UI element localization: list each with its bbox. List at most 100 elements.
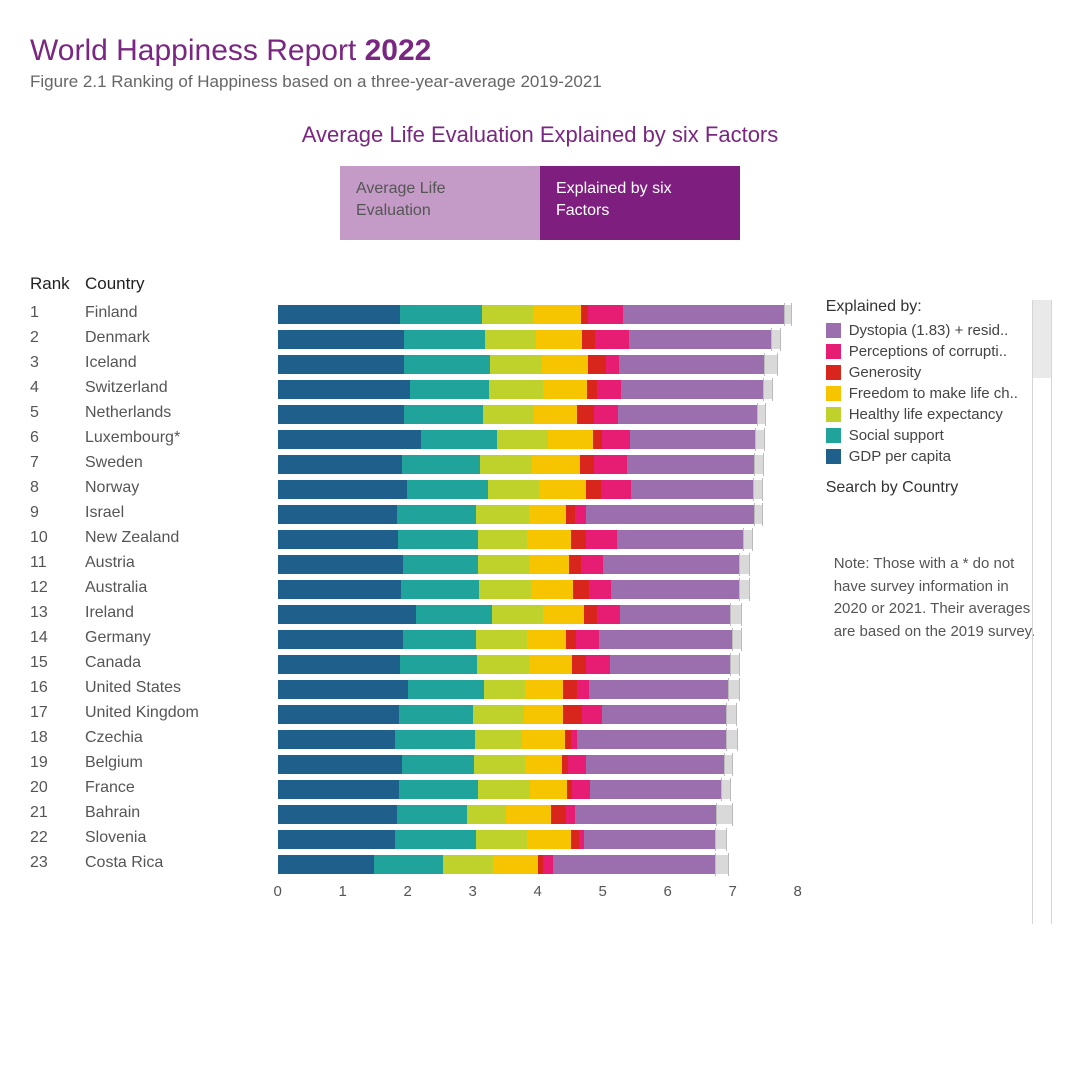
table-row: 16United States [30, 675, 278, 700]
bar-segment [278, 405, 405, 424]
rank-cell: 14 [30, 629, 85, 647]
country-cell: Iceland [85, 354, 137, 372]
bar-segment [566, 805, 575, 824]
stacked-bar[interactable] [278, 780, 725, 799]
bar-row [278, 452, 812, 477]
search-by-country-label[interactable]: Search by Country [826, 479, 1050, 497]
stacked-bar[interactable] [278, 755, 727, 774]
bar-segment [577, 405, 595, 424]
country-cell: Israel [85, 504, 124, 522]
rank-cell: 2 [30, 329, 85, 347]
bar-segment [478, 780, 531, 799]
stacked-bar[interactable] [278, 505, 757, 524]
stacked-bar[interactable] [278, 455, 758, 474]
legend-item[interactable]: Perceptions of corrupti.. [826, 343, 1050, 360]
bar-segment [467, 805, 506, 824]
stacked-bar[interactable] [278, 480, 757, 499]
bar-row [278, 552, 812, 577]
bar-segment [408, 680, 485, 699]
bar-segment [278, 780, 399, 799]
bar-segment [473, 705, 524, 724]
stacked-bar[interactable] [278, 555, 743, 574]
table-row: 22Slovenia [30, 825, 278, 850]
bar-row [278, 502, 812, 527]
bar-segment [529, 555, 569, 574]
country-cell: Czechia [85, 729, 143, 747]
stacked-bar[interactable] [278, 730, 731, 749]
bar-segment [400, 305, 482, 324]
bar-segment [566, 630, 576, 649]
stacked-bar[interactable] [278, 805, 723, 824]
bar-segment [278, 705, 400, 724]
bar-segment [278, 580, 402, 599]
bar-segment [593, 430, 601, 449]
bar-segment [278, 755, 402, 774]
bar-segment [577, 730, 731, 749]
axis-tick: 8 [793, 883, 801, 900]
bar-segment [572, 780, 590, 799]
legend-item[interactable]: Generosity [826, 364, 1050, 381]
scrollbar[interactable] [1032, 300, 1052, 924]
bar-segment [575, 505, 585, 524]
bar-segment [576, 630, 599, 649]
legend-item[interactable]: GDP per capita [826, 448, 1050, 465]
bar-segment [617, 530, 746, 549]
header-rank: Rank [30, 274, 85, 294]
bar-segment [571, 830, 579, 849]
bar-segment [551, 805, 566, 824]
bar-segment [529, 505, 566, 524]
bar-segment [581, 305, 588, 324]
bar-segment [278, 555, 403, 574]
stacked-bar[interactable] [278, 355, 770, 374]
table-row: 13Ireland [30, 600, 278, 625]
axis-tick: 0 [273, 883, 281, 900]
bar-segment [397, 505, 476, 524]
bar-segment [543, 855, 553, 874]
bar-segment [402, 455, 480, 474]
stacked-bar[interactable] [278, 530, 747, 549]
legend-item[interactable]: Dystopia (1.83) + resid.. [826, 322, 1050, 339]
stacked-bar[interactable] [278, 655, 734, 674]
table-row: 5Netherlands [30, 400, 278, 425]
country-cell: Germany [85, 629, 151, 647]
stacked-bar[interactable] [278, 330, 775, 349]
country-cell: Austria [85, 554, 135, 572]
stacked-bar[interactable] [278, 580, 743, 599]
bar-segment [522, 730, 565, 749]
axis-tick: 2 [403, 883, 411, 900]
bar-segment [627, 455, 757, 474]
stacked-bar[interactable] [278, 405, 760, 424]
stacked-bar[interactable] [278, 830, 720, 849]
bar-segment [278, 805, 397, 824]
country-cell: Switzerland [85, 379, 168, 397]
stacked-bar[interactable] [278, 855, 721, 874]
stacked-bar[interactable] [278, 305, 787, 324]
tab-average-life-evaluation[interactable]: Average Life Evaluation [340, 166, 540, 240]
stacked-bar[interactable] [278, 430, 759, 449]
tab-explained-by-six-factors[interactable]: Explained by six Factors [540, 166, 740, 240]
country-cell: United Kingdom [85, 704, 199, 722]
bar-segment [597, 605, 620, 624]
bar-segment [525, 680, 563, 699]
rank-cell: 3 [30, 354, 85, 372]
bar-segment [563, 705, 582, 724]
bar-segment [566, 505, 575, 524]
stacked-bar[interactable] [278, 705, 730, 724]
title-prefix: World Happiness Report [30, 34, 365, 67]
bar-segment [402, 755, 474, 774]
stacked-bar[interactable] [278, 630, 736, 649]
stacked-bar[interactable] [278, 680, 733, 699]
rank-cell: 1 [30, 304, 85, 322]
legend-item[interactable]: Social support [826, 427, 1050, 444]
legend-item[interactable]: Freedom to make life ch.. [826, 385, 1050, 402]
section-title: Average Life Evaluation Explained by six… [30, 122, 1050, 148]
legend-item[interactable]: Healthy life expectancy [826, 406, 1050, 423]
rank-cell: 23 [30, 854, 85, 872]
scrollbar-thumb[interactable] [1033, 300, 1051, 378]
bar-segment [582, 330, 594, 349]
bar-segment [543, 605, 584, 624]
rank-cell: 13 [30, 604, 85, 622]
bar-segment [404, 330, 485, 349]
stacked-bar[interactable] [278, 605, 735, 624]
stacked-bar[interactable] [278, 380, 767, 399]
